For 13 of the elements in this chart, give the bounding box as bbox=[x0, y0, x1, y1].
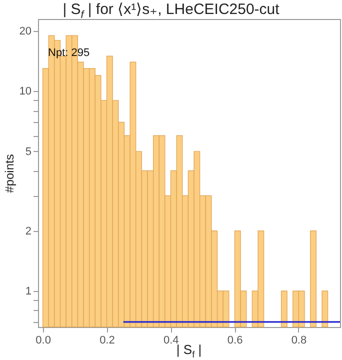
y-tick-label: 10 bbox=[19, 86, 32, 98]
y-tick-label: 20 bbox=[19, 26, 32, 38]
x-tick-label: 0.0 bbox=[36, 334, 51, 346]
x-tick-label: 0.2 bbox=[100, 334, 115, 346]
y-tick-label: 2 bbox=[25, 225, 32, 238]
y-tick-label: 1 bbox=[25, 285, 32, 298]
x-axis-title: | S$_{f}$ | bbox=[176, 342, 202, 360]
x-tick-label: 0.6 bbox=[227, 334, 243, 346]
chart-title: | S$_{f}$ | for ⟨x¹⟩s₊, LHeCEIC250-cut bbox=[62, 0, 280, 21]
y-tick-label: 5 bbox=[25, 146, 32, 158]
x-tick-label: 0.4 bbox=[163, 334, 179, 346]
y-axis-title: #points bbox=[2, 154, 16, 193]
x-tick-label: 0.8 bbox=[291, 334, 307, 346]
